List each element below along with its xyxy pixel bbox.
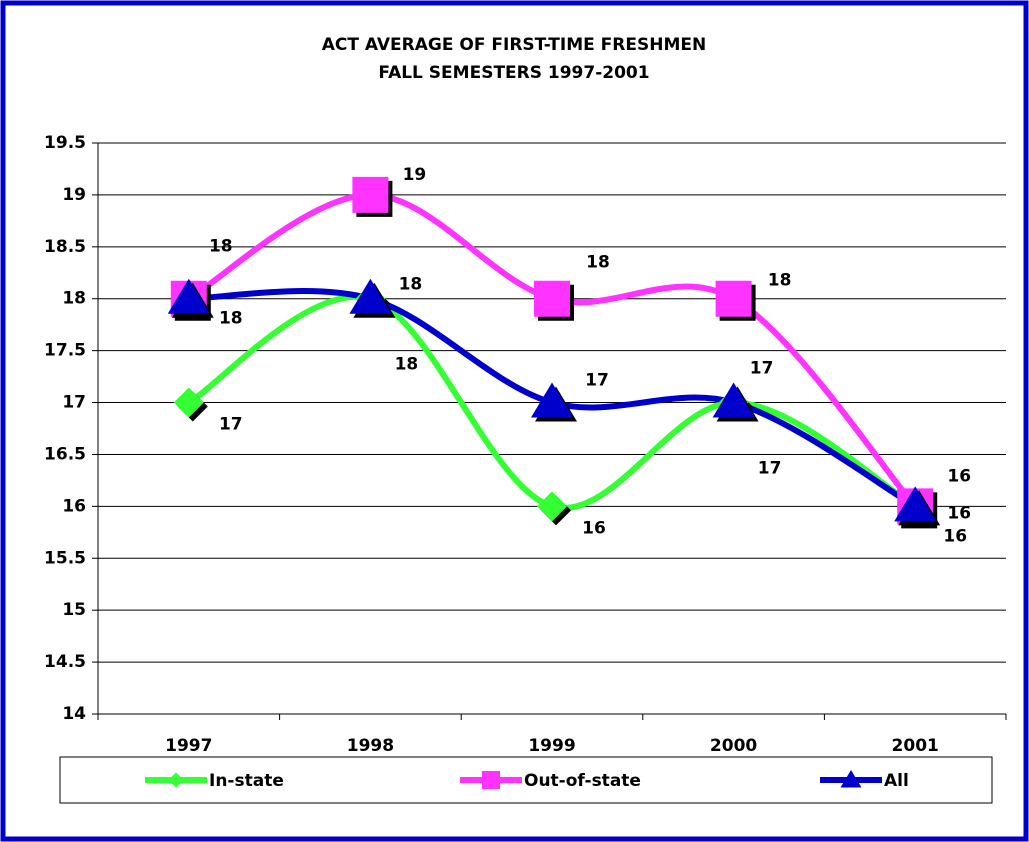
legend-label: All: [884, 771, 909, 791]
y-tick-label: 15.5: [44, 548, 86, 568]
chart-subtitle: FALL SEMESTERS 1997-2001: [378, 63, 649, 83]
legend-label: Out-of-state: [524, 771, 641, 791]
legend-marker: [168, 772, 184, 788]
marker: [534, 280, 570, 317]
data-label: 18: [586, 253, 610, 273]
marker: [715, 280, 752, 317]
marker: [167, 278, 210, 314]
data-label: 16: [947, 466, 971, 486]
data-label: 17: [585, 371, 609, 391]
marker: [537, 491, 567, 522]
marker: [712, 382, 755, 418]
marker: [894, 486, 937, 522]
y-tick-label: 18.5: [44, 237, 86, 257]
y-tick-label: 19: [62, 185, 86, 205]
x-tick-label: 2001: [892, 736, 939, 756]
x-tick-label: 1998: [347, 736, 394, 756]
y-tick-label: 19.5: [44, 133, 86, 153]
y-tick-label: 18: [62, 289, 86, 309]
data-label: 18: [395, 355, 419, 375]
data-label: 19: [403, 165, 427, 185]
legend-marker: [840, 770, 862, 788]
legend-marker: [482, 771, 500, 789]
data-label: 18: [219, 309, 243, 329]
marker: [531, 382, 573, 418]
chart-title: ACT AVERAGE OF FIRST-TIME FRESHMEN: [322, 35, 706, 55]
data-label: 17: [219, 415, 243, 435]
marker: [173, 387, 204, 418]
data-label: 17: [758, 459, 782, 479]
y-tick-label: 14.5: [44, 652, 86, 672]
x-tick-label: 1999: [528, 736, 575, 756]
data-label: 18: [399, 275, 423, 295]
data-label: 16: [582, 518, 606, 538]
x-tick-label: 1997: [165, 736, 212, 756]
data-label: 16: [943, 526, 967, 546]
y-tick-label: 14: [62, 704, 86, 724]
marker: [349, 278, 392, 314]
y-tick-label: 17: [62, 393, 86, 413]
x-tick-label: 2000: [710, 736, 757, 756]
legend-label: In-state: [209, 771, 284, 791]
data-label: 16: [947, 503, 971, 523]
data-label: 17: [750, 359, 774, 379]
y-tick-label: 17.5: [44, 341, 86, 361]
data-label: 18: [209, 237, 233, 257]
y-tick-label: 16: [62, 496, 86, 516]
y-tick-label: 16.5: [44, 444, 86, 464]
data-label: 18: [768, 271, 792, 291]
y-tick-label: 15: [62, 600, 86, 620]
marker: [352, 176, 389, 213]
